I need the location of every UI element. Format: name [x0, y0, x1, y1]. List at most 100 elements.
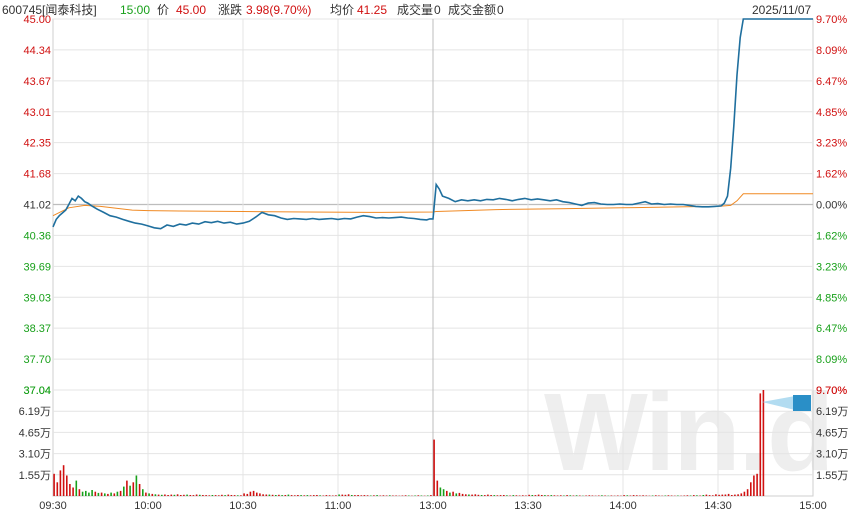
volume-bar — [762, 390, 765, 496]
volume-bar — [740, 493, 743, 496]
volume-bar — [588, 495, 591, 496]
volume-bar — [246, 493, 249, 496]
volume-bar — [696, 495, 698, 496]
volume-bar — [265, 494, 268, 496]
volume-tick-label: 1.55万 — [19, 470, 51, 482]
time-tick-label: 14:00 — [609, 500, 637, 512]
volume-bar — [94, 491, 97, 496]
time-tick-label: 13:00 — [419, 500, 447, 512]
volume-bar — [667, 495, 670, 496]
quote-time: 15:00 — [120, 3, 151, 17]
volume-bar — [458, 492, 461, 496]
volume-bar — [433, 439, 435, 496]
volume-bar — [591, 495, 594, 496]
price-tick-label: 41.02 — [23, 200, 51, 212]
price-tick-label: 44.34 — [23, 45, 51, 57]
volume-bar — [585, 495, 587, 496]
volume-bar — [522, 495, 524, 496]
volume-bar — [138, 484, 141, 496]
volume-bar — [360, 495, 363, 496]
time-tick-label: 09:30 — [39, 500, 67, 512]
volume-bar — [724, 494, 727, 496]
change-label: 涨跌 — [218, 3, 243, 17]
volume-bar — [518, 495, 521, 496]
volume-bar — [142, 489, 144, 496]
chart-grid — [52, 18, 814, 497]
volume-bar — [395, 495, 397, 496]
volume-bar — [173, 494, 176, 496]
volume-bar — [214, 495, 217, 496]
volume-bar — [544, 495, 546, 496]
volume-bar — [69, 484, 71, 496]
volume-bar — [119, 490, 122, 496]
percent-tick-label: 9.70% — [816, 14, 847, 26]
volume-bar — [534, 495, 537, 496]
volume-bar — [123, 486, 125, 496]
volume-bar — [474, 494, 477, 496]
volume-bar — [59, 470, 62, 496]
volume-label: 成交量 — [397, 3, 434, 17]
percent-tick-label: 6.47% — [816, 323, 847, 335]
stock-code-name: 600745[闻泰科技] — [2, 3, 97, 17]
volume-bar — [670, 495, 673, 496]
volume-bar — [354, 495, 356, 496]
volume-bar — [645, 495, 648, 496]
percent-tick-label: 6.47% — [816, 76, 847, 88]
volume-bar — [78, 489, 81, 496]
volume-bar — [636, 495, 638, 496]
volume-bar — [113, 493, 116, 496]
price-line — [52, 18, 813, 230]
volume-bar — [357, 495, 359, 496]
volume-bar — [205, 495, 207, 496]
volume-bar — [734, 494, 736, 496]
volume-bar — [100, 492, 103, 496]
volume-bar — [515, 495, 518, 496]
volume-bar — [452, 491, 454, 496]
volume-bar — [306, 495, 309, 496]
volume-bar — [401, 495, 404, 496]
volume-bar — [278, 494, 280, 496]
price-tick-label: 37.70 — [23, 354, 51, 366]
volume-bar — [604, 495, 606, 496]
volume-bar — [677, 495, 679, 496]
volume-bar — [541, 495, 543, 496]
percent-tick-label: 0.00% — [816, 200, 847, 212]
volume-bar — [370, 495, 372, 496]
volume-bar — [268, 494, 271, 496]
volume-bar — [262, 494, 264, 496]
price-tick-label: 43.67 — [23, 76, 51, 88]
volume-bar — [313, 495, 315, 496]
volume-bar — [756, 473, 758, 496]
volume-bar — [135, 475, 138, 496]
volume-bar — [465, 494, 467, 496]
volume-bar — [237, 495, 239, 496]
volume-tick-label: 6.19万 — [19, 406, 51, 418]
volume-tick-label: 6.19万 — [816, 406, 848, 418]
volume-tick-label: 9.70% — [816, 385, 847, 397]
volume-bar — [385, 495, 388, 496]
volume-bar — [750, 482, 752, 496]
volume-bar — [104, 493, 106, 496]
volume-bar — [363, 495, 366, 496]
volume-bar — [284, 495, 287, 496]
volume-bar — [420, 495, 423, 496]
volume-bar — [176, 494, 179, 496]
volume-bar — [705, 494, 708, 496]
volume-bar — [183, 494, 185, 496]
volume-bar — [132, 482, 135, 496]
volume-bar — [746, 489, 749, 496]
volume-bar — [727, 493, 730, 496]
price-tick-label: 39.03 — [23, 292, 51, 304]
volume-bar — [151, 493, 154, 496]
volume-bar — [300, 495, 302, 496]
volume-bar — [287, 494, 290, 496]
percent-tick-label: 8.09% — [816, 354, 847, 366]
volume-bar — [484, 495, 486, 496]
volume-bar — [642, 495, 644, 496]
time-tick-label: 13:30 — [514, 500, 542, 512]
volume-bar — [230, 495, 233, 496]
price-tick-label: 38.37 — [23, 323, 51, 335]
volume-bar — [202, 495, 204, 496]
volume-bar — [702, 495, 705, 496]
time-axis: 09:30 10:00 10:30 11:00 13:00 13:30 14:00 14:30… — [39, 500, 827, 512]
